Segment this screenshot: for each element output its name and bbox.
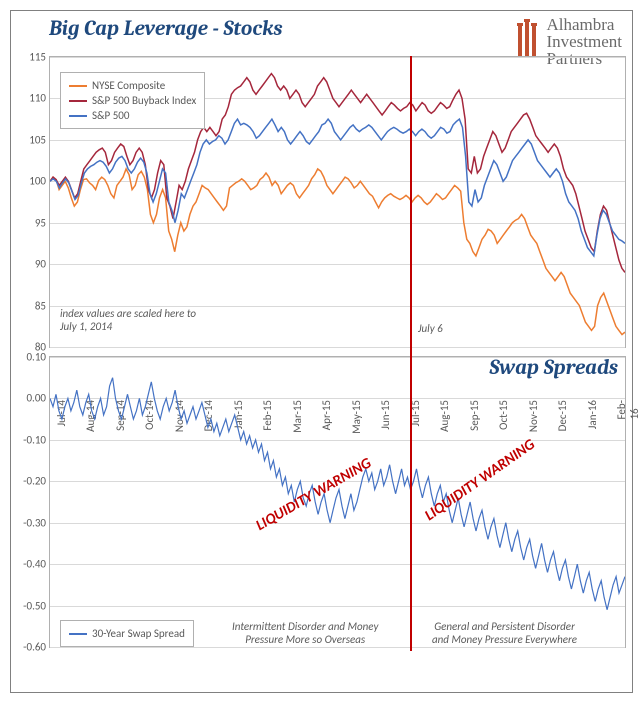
legend-item: S&P 500 Buyback Index <box>69 94 196 107</box>
y-tick-label: 95 <box>35 216 50 229</box>
footer-annotation-left: Intermittent Disorder and MoneyPressure … <box>232 620 378 646</box>
y-tick-label: 0.10 <box>26 351 50 364</box>
y-tick-label: 105 <box>29 133 50 146</box>
y-tick-label: -0.20 <box>23 475 50 488</box>
legend-item: NYSE Composite <box>69 79 196 92</box>
vertical-marker-line <box>410 56 412 651</box>
y-tick-label: -0.40 <box>23 558 50 571</box>
y-tick-label: 115 <box>29 51 50 64</box>
legend-item: S&P 500 <box>69 109 196 122</box>
y-tick-label: 0.00 <box>26 392 50 405</box>
legend-label: NYSE Composite <box>92 79 165 92</box>
y-tick-label: -0.10 <box>23 433 50 446</box>
legend-swatch <box>69 115 87 117</box>
legend-item: 30-Year Swap Spread <box>69 627 185 640</box>
castle-icon <box>516 16 538 56</box>
y-tick-label: -0.50 <box>23 599 50 612</box>
footer-annotation-right: General and Persistent Disorderand Money… <box>432 620 577 646</box>
y-tick-label: 90 <box>35 258 50 271</box>
gridline <box>50 347 625 348</box>
scale-annotation: index values are scaled here toJuly 1, 2… <box>60 307 196 333</box>
bottom-legend: 30-Year Swap Spread <box>60 620 194 647</box>
y-tick-label: 85 <box>35 299 50 312</box>
legend-swatch <box>69 633 87 635</box>
top-legend: NYSE Composite S&P 500 Buyback Index S&P 5… <box>60 72 205 129</box>
gridline <box>50 647 625 648</box>
legend-swatch <box>69 85 87 87</box>
y-tick-label: -0.60 <box>23 641 50 654</box>
y-tick-label: -0.30 <box>23 516 50 529</box>
legend-swatch <box>69 100 87 102</box>
july6-annotation: July 6 <box>418 322 443 335</box>
y-tick-label: 110 <box>29 92 50 105</box>
series-line <box>50 378 625 610</box>
legend-label: S&P 500 Buyback Index <box>92 94 196 107</box>
top-chart-title: Big Cap Leverage - Stocks <box>49 17 282 41</box>
bottom-plot-area: -0.60-0.50-0.40-0.30-0.20-0.100.000.10Ju… <box>49 356 626 648</box>
legend-label: S&P 500 <box>92 109 129 122</box>
top-plot-area: 80859095100105110115NYSE CompositeS&P 50… <box>49 56 626 348</box>
y-tick-label: 100 <box>29 175 50 188</box>
legend-label: 30-Year Swap Spread <box>92 627 185 640</box>
bottom-series-svg <box>50 357 625 647</box>
chart-container: Alhambra Investment Partners Big Cap Lev… <box>10 10 633 693</box>
